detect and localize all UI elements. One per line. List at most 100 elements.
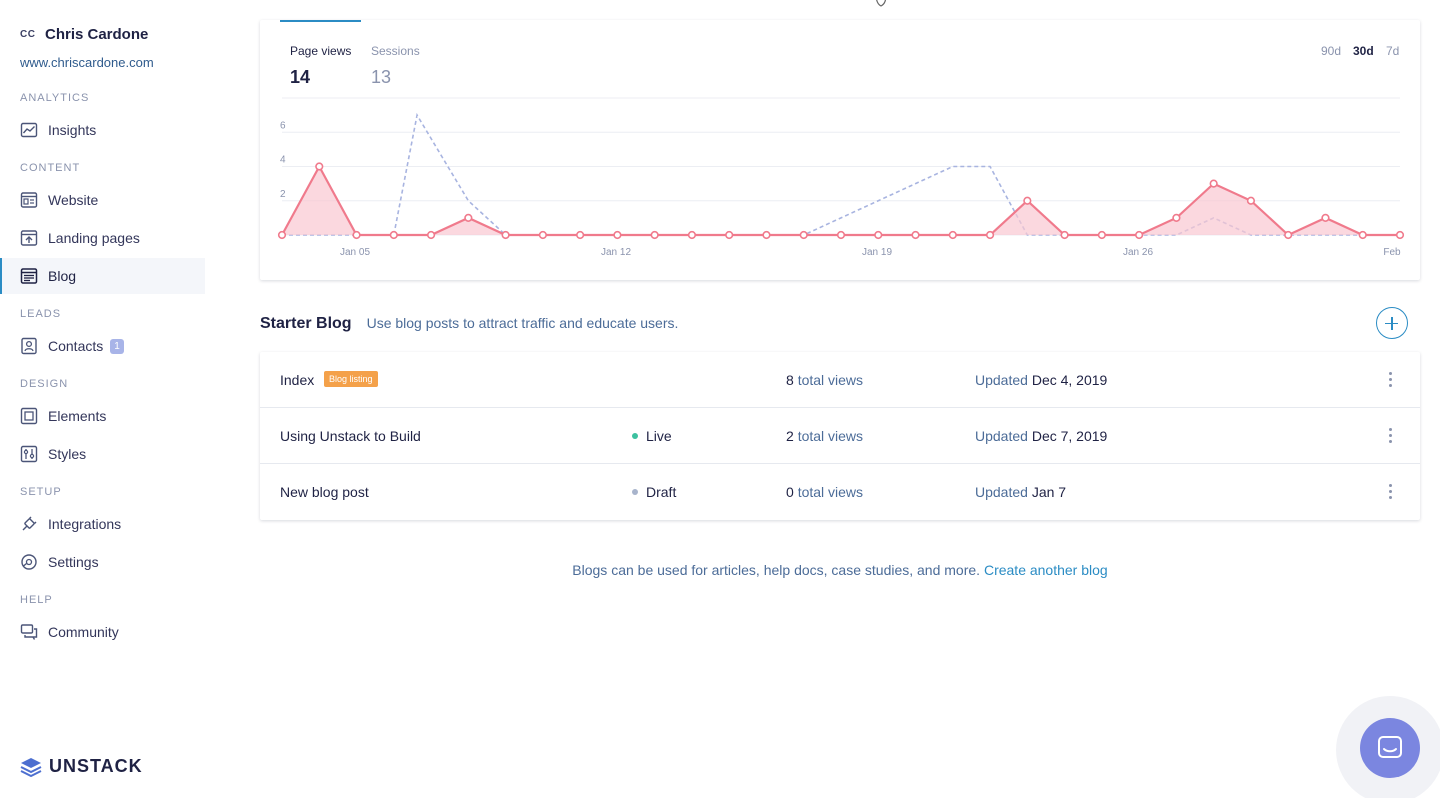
- account-initials: CC: [20, 29, 36, 40]
- sidebar: CC Chris Cardone www.chriscardone.com AN…: [0, 0, 205, 798]
- chat-bubbles-icon: [20, 624, 38, 640]
- status-dot-icon: [632, 489, 638, 495]
- blog-icon: [20, 268, 38, 284]
- tab-page-views[interactable]: Page views 14: [290, 44, 351, 88]
- post-views: 2 total views: [786, 428, 863, 444]
- page-views-point: [911, 230, 920, 240]
- sidebar-item-label: Contacts: [48, 338, 104, 354]
- page-views-point: [426, 230, 436, 240]
- add-post-button[interactable]: [1376, 307, 1408, 339]
- post-title: New blog post: [280, 484, 369, 500]
- x-tick-label: Jan 12: [601, 247, 631, 258]
- unstack-logo[interactable]: UNSTACK: [20, 756, 143, 777]
- range-90d-button[interactable]: 90d: [1321, 44, 1342, 58]
- page-views-point: [1172, 213, 1181, 222]
- page-views-point: [1321, 213, 1330, 222]
- sidebar-item-contacts[interactable]: Contacts 1: [0, 328, 205, 364]
- y-tick-label: 2: [280, 189, 286, 200]
- blog-header: Starter Blog Use blog posts to attract t…: [260, 315, 678, 333]
- updated-label: Updated: [975, 484, 1028, 500]
- post-title: Index: [280, 372, 315, 388]
- post-updated: Updated Jan 7: [975, 484, 1066, 500]
- gear-icon: [21, 554, 37, 570]
- page-views-point: [1060, 230, 1069, 240]
- x-tick-label: Feb: [1383, 247, 1401, 258]
- page-views-point: [1023, 196, 1032, 205]
- post-status: Draft: [632, 484, 676, 500]
- status-label: Draft: [646, 484, 677, 500]
- page-views-point: [1097, 230, 1106, 240]
- post-updated: Updated Dec 7, 2019: [975, 428, 1107, 444]
- updated-date: Dec 4, 2019: [1031, 372, 1108, 388]
- create-another-blog-link[interactable]: Create another blog: [983, 562, 1108, 578]
- sidebar-item-label: Blog: [48, 268, 77, 284]
- sidebar-item-insights[interactable]: Insights: [0, 112, 205, 148]
- views-label: total views: [797, 484, 864, 500]
- sidebar-item-label: Styles: [48, 446, 87, 462]
- sidebar-item-label: Landing pages: [48, 230, 140, 246]
- active-metric-indicator: [280, 20, 361, 22]
- chat-icon: [1378, 736, 1402, 758]
- page-views-point: [538, 230, 547, 240]
- range-7d-button[interactable]: 7d: [1386, 44, 1400, 58]
- blog-post-row[interactable]: New blog post Draft 0 total views Update…: [260, 464, 1420, 520]
- more-options-icon[interactable]: [1387, 484, 1393, 500]
- views-count: 8: [786, 372, 794, 388]
- chat-launcher-button[interactable]: [1360, 718, 1420, 778]
- post-views: 8 total views: [786, 372, 863, 388]
- blog-post-row[interactable]: Using Unstack to Build Live 2 total view…: [260, 408, 1420, 464]
- more-options-icon[interactable]: [1387, 428, 1393, 444]
- page-views-value: 14: [290, 67, 311, 87]
- updated-label: Updated: [975, 372, 1028, 388]
- sidebar-item-blog[interactable]: Blog: [0, 258, 205, 294]
- sessions-value: 13: [371, 67, 392, 87]
- section-label-leads: LEADS: [20, 308, 62, 320]
- site-url-link[interactable]: www.chriscardone.com: [20, 55, 154, 70]
- blog-title: Starter Blog: [260, 315, 352, 332]
- page-views-point: [315, 162, 324, 171]
- status-dot-icon: [632, 433, 638, 439]
- styles-icon: [20, 445, 38, 463]
- blog-post-row[interactable]: Index Blog listing 8 total views Updated…: [260, 352, 1420, 408]
- page-views-point: [613, 230, 622, 240]
- sidebar-item-label: Settings: [48, 554, 99, 570]
- account-name: Chris Cardone: [45, 26, 149, 43]
- section-label-help: HELP: [20, 594, 53, 606]
- page-views-point: [1395, 230, 1405, 240]
- sidebar-item-elements[interactable]: Elements: [0, 398, 205, 434]
- page-views-point: [762, 230, 771, 240]
- page-views-point: [1358, 230, 1367, 240]
- footer-note-text: Blogs can be used for articles, help doc…: [572, 562, 981, 578]
- chart-icon: [20, 122, 38, 138]
- tab-sessions[interactable]: Sessions 13: [371, 44, 420, 88]
- page-views-point: [799, 230, 808, 240]
- sidebar-item-landing-pages[interactable]: Landing pages: [0, 220, 205, 256]
- page-views-point: [1246, 196, 1256, 205]
- sidebar-item-website[interactable]: Website: [0, 182, 205, 218]
- page-views-chart: 2 4 6 Jan 05 Jan 12 Jan 19 Jan 26 Feb: [277, 97, 1405, 258]
- logo-wordmark: UNSTACK: [49, 756, 143, 776]
- range-30d-button[interactable]: 30d: [1353, 44, 1374, 58]
- account-header[interactable]: CC Chris Cardone: [20, 26, 148, 43]
- page-views-point: [874, 230, 883, 240]
- stack-logo-icon: [20, 757, 42, 777]
- page-views-point: [501, 230, 510, 240]
- updated-date: Dec 7, 2019: [1031, 428, 1108, 444]
- sidebar-item-community[interactable]: Community: [0, 614, 205, 650]
- views-label: total views: [797, 428, 864, 444]
- post-views: 0 total views: [786, 484, 863, 500]
- page-views-point: [576, 230, 585, 240]
- views-count: 0: [786, 484, 794, 500]
- sidebar-item-integrations[interactable]: Integrations: [0, 506, 205, 542]
- sidebar-item-styles[interactable]: Styles: [0, 436, 205, 472]
- contacts-icon: [21, 337, 37, 355]
- page-views-point: [1135, 230, 1144, 240]
- x-tick-label: Jan 26: [1123, 247, 1153, 258]
- post-updated: Updated Dec 4, 2019: [975, 372, 1107, 388]
- sidebar-item-settings[interactable]: Settings: [0, 544, 205, 580]
- page-views-point: [1209, 179, 1218, 188]
- sidebar-item-label: Insights: [48, 122, 97, 138]
- page-views-point: [687, 230, 697, 240]
- sidebar-item-label: Integrations: [48, 516, 122, 532]
- more-options-icon[interactable]: [1387, 372, 1393, 388]
